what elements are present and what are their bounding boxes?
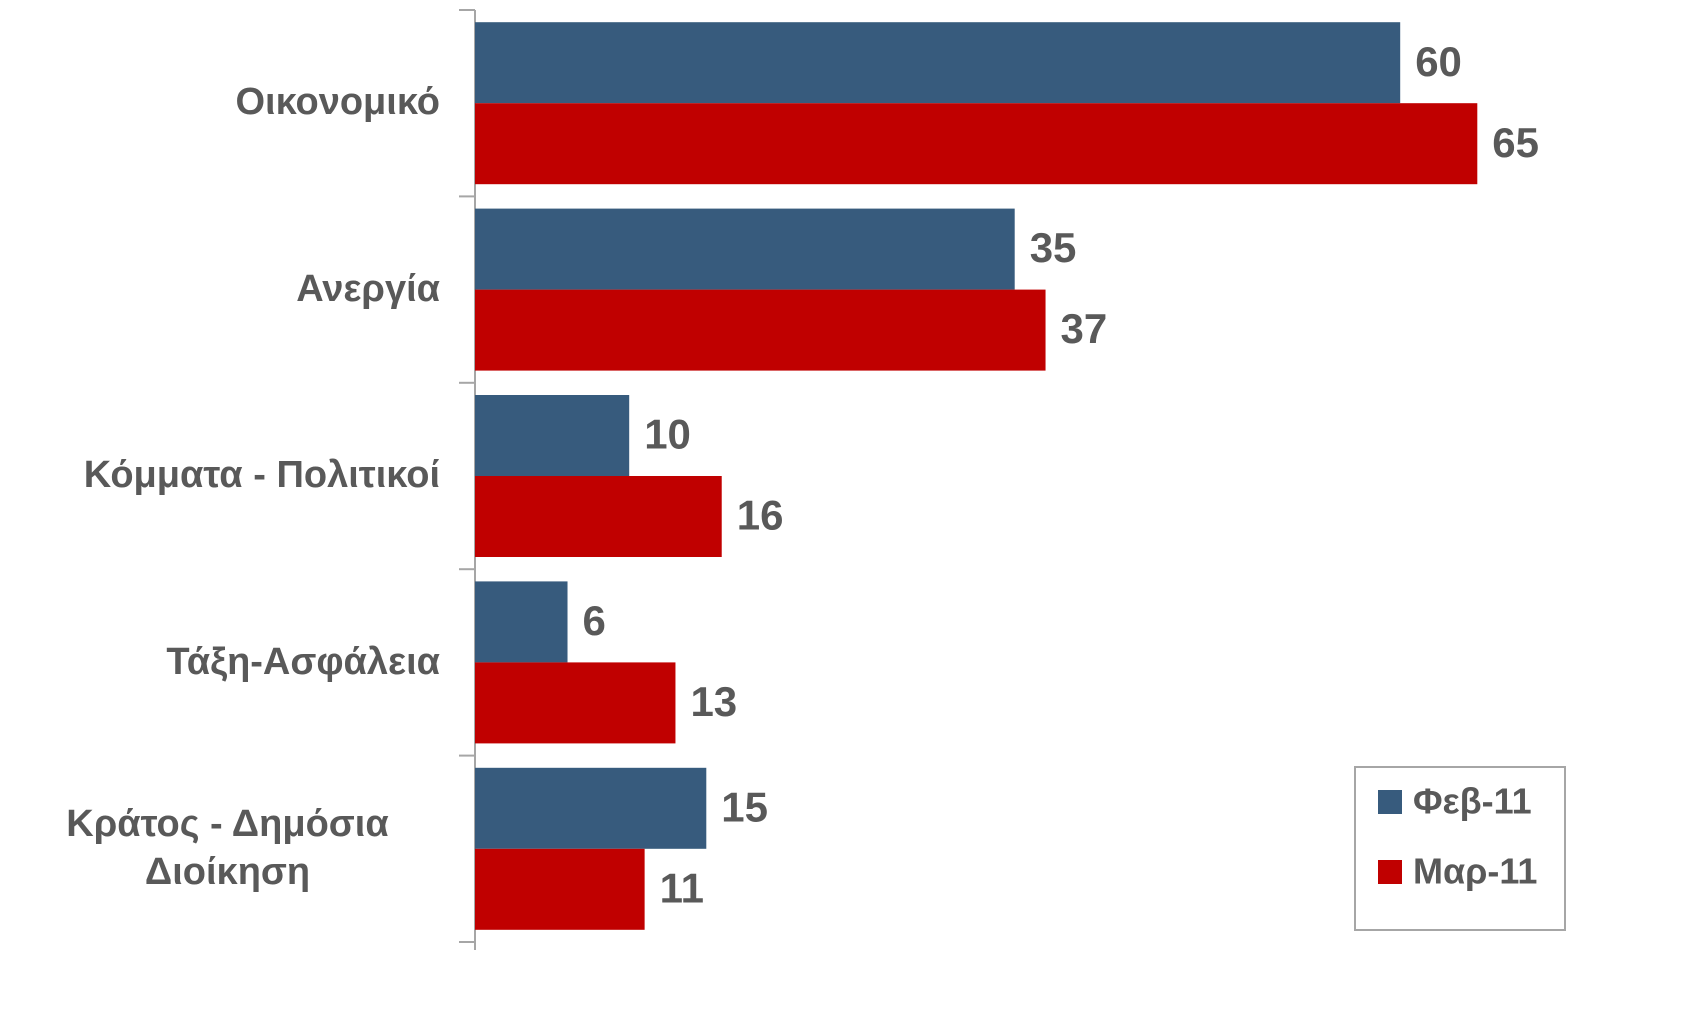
category-text: Τάξη-Ασφάλεια <box>166 640 440 683</box>
category-label: Οικονομικό <box>0 10 440 196</box>
bar <box>475 662 676 744</box>
category-label: Κράτος - Δημόσια Διοίκηση <box>0 756 440 942</box>
bar <box>475 103 1478 185</box>
value-label: 15 <box>721 783 768 830</box>
value-label: 37 <box>1061 305 1108 352</box>
legend-label: Μαρ-11 <box>1413 851 1537 892</box>
value-label: 60 <box>1415 38 1462 85</box>
legend-swatch <box>1378 790 1402 814</box>
value-label: 13 <box>690 678 737 725</box>
value-label: 10 <box>644 411 691 458</box>
bar <box>475 767 707 849</box>
category-label: Τάξη-Ασφάλεια <box>0 569 440 755</box>
bar <box>475 581 568 663</box>
category-text: Ανεργία <box>296 267 440 310</box>
value-label: 35 <box>1030 224 1077 271</box>
bar <box>475 22 1401 104</box>
bar <box>475 208 1015 290</box>
bar <box>475 395 630 476</box>
value-label: 16 <box>737 492 784 539</box>
legend-swatch <box>1378 860 1402 884</box>
value-label: 6 <box>583 597 606 644</box>
category-label: Ανεργία <box>0 196 440 382</box>
value-label: 65 <box>1492 119 1539 166</box>
category-text: Οικονομικό <box>235 81 440 124</box>
category-text: Κράτος - Δημόσια Διοίκηση <box>66 803 389 893</box>
legend-label: Φεβ-11 <box>1413 781 1532 822</box>
bar <box>475 476 722 557</box>
category-label: Κόμματα - Πολιτικοί <box>0 383 440 569</box>
bar <box>475 289 1046 371</box>
category-text: Κόμματα - Πολιτικοί <box>83 454 440 497</box>
bar <box>475 848 645 930</box>
value-label: 11 <box>660 864 704 911</box>
